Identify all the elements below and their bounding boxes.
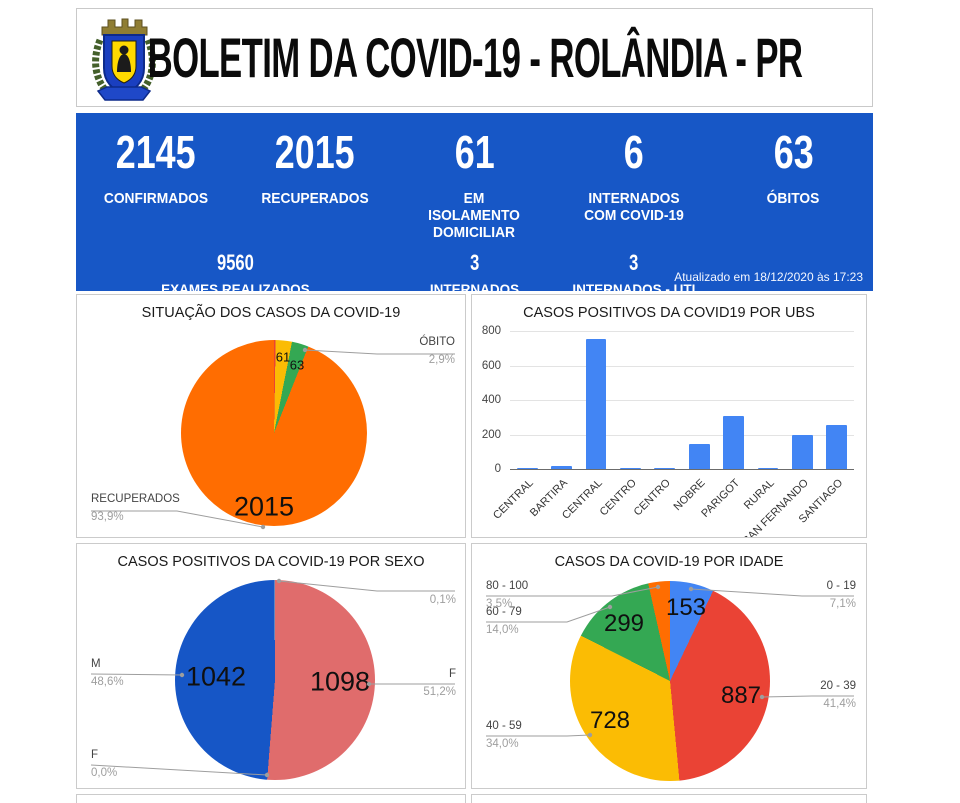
callout-20-39: 20 - 39 41,4% [820, 680, 856, 710]
stat-label: EM ISOLAMENTO DOMICILIAR [428, 190, 521, 241]
bar-rural [757, 467, 779, 469]
gridline [510, 400, 854, 401]
y-tick-label: 800 [481, 325, 501, 337]
callout-40-59: 40 - 59 34,0% [486, 720, 522, 750]
stat-obitos: 63 ÓBITOS [714, 128, 873, 241]
stat-internados-covid: 6 INTERNADOS COM COVID-19 [554, 128, 713, 241]
updated-timestamp: Atualizado em 18/12/2020 às 17:23 [674, 270, 863, 284]
pie-value-obito: 63 [289, 357, 305, 373]
y-tick-label: 200 [481, 428, 501, 441]
x-axis-baseline [510, 469, 854, 470]
callout-recuperados: RECUPERADOS 93,9% [91, 493, 180, 523]
chart-panel-idade: CASOS DA COVID-19 POR IDADE 153 887 728 … [471, 543, 867, 789]
callout-0-19: 0 - 19 7,1% [826, 580, 856, 610]
callout-obito: ÓBITO 2,9% [419, 336, 455, 366]
stat-value: 6 [623, 126, 644, 178]
pie-value-20-39: 887 [720, 682, 762, 709]
stat-value: 3 [629, 250, 639, 275]
bar-chart-ubs: 0 200 400 600 800 CENTRAL BARTIRA CENTRAL CENTRO… [482, 325, 854, 537]
pie-value-f: 1098 [309, 666, 371, 697]
gridline [510, 365, 854, 367]
callout-f: F 51,2% [423, 668, 456, 698]
city-crest-logo [92, 18, 156, 101]
gridline [510, 331, 854, 332]
chart-title: SITUAÇÃO DOS CASOS DA COVID-19 [141, 305, 401, 321]
y-tick-label: 0 [494, 463, 501, 475]
stat-value: 2145 [115, 126, 196, 178]
stat-value: 3 [469, 250, 480, 275]
bar-central [516, 467, 538, 469]
gridline [510, 434, 854, 436]
chart-title: CASOS POSITIVOS DA COVID19 POR UBS [523, 305, 815, 321]
pie-value-0-19: 153 [665, 594, 707, 621]
stat-label: ÓBITOS [766, 190, 820, 207]
stat-uti: 3 INTERNADOS - UTI [554, 251, 713, 312]
chart-title: CASOS POSITIVOS DA COVID-19 POR SEXO [117, 554, 425, 570]
stat-label: INTERNADOS COM COVID-19 [584, 190, 684, 224]
bar-centro [620, 467, 641, 469]
chart-panel-next-left [76, 794, 466, 803]
pie-value-m: 1042 [185, 661, 247, 692]
y-tick-label: 600 [481, 359, 501, 372]
bar-nobre [688, 444, 710, 469]
chart-panel-next-right [471, 794, 867, 803]
callout-f-zero: F 0,0% [91, 749, 118, 779]
stat-value: 63 [773, 126, 814, 178]
chart-panel-situacao: SITUAÇÃO DOS CASOS DA COVID-19 61 63 201… [76, 294, 466, 538]
x-tick-label: CENTRAL [490, 477, 536, 522]
stats-row-1: 2145 CONFIRMADOS 2015 RECUPERADOS 61 EM … [76, 113, 873, 241]
chart-panel-sexo: CASOS POSITIVOS DA COVID-19 POR SEXO 104… [76, 543, 466, 789]
bar-san-fernando [792, 434, 813, 469]
stat-value: 61 [454, 126, 495, 178]
stat-label: CONFIRMADOS [103, 190, 208, 207]
charts-grid: SITUAÇÃO DOS CASOS DA COVID-19 61 63 201… [76, 294, 873, 803]
stat-label: EXAMES REALIZADOS [161, 282, 310, 297]
pie-value-40-59: 728 [589, 707, 631, 734]
callout-m: M 48,6% [91, 658, 124, 688]
stat-isolamento: 61 EM ISOLAMENTO DOMICILIAR [395, 128, 554, 241]
bar-central [585, 338, 607, 469]
x-tick-label: CENTRO [631, 477, 674, 519]
chart-title: CASOS DA COVID-19 POR IDADE [554, 554, 784, 570]
page-title: BOLETIM DA COVID-19 - ROLÂNDIA - PR [147, 26, 802, 89]
stat-value: 2015 [275, 126, 356, 178]
stats-bar: 2145 CONFIRMADOS 2015 RECUPERADOS 61 EM … [76, 113, 873, 312]
bar-centro [654, 467, 676, 469]
pie-value-isolamento: 61 [275, 349, 291, 365]
stat-exames: 9560 EXAMES REALIZADOS [76, 251, 395, 312]
chart-panel-ubs: CASOS POSITIVOS DA COVID19 POR UBS 0 200 4… [471, 294, 867, 538]
bar-parigot [723, 416, 744, 469]
stat-label: INTERNADOS - UTI [572, 282, 696, 297]
stat-recuperados: 2015 RECUPERADOS [235, 128, 394, 241]
callout-80-100: 80 - 100 3,5% [486, 580, 529, 610]
x-tick-label: CENTRO [597, 477, 639, 519]
stat-label: RECUPERADOS [261, 190, 369, 207]
header: BOLETIM DA COVID-19 - ROLÂNDIA - PR [76, 8, 873, 107]
bar-bartira [551, 466, 572, 469]
y-tick-label: 400 [481, 394, 501, 406]
stat-value: 9560 [217, 250, 254, 275]
stat-confirmados: 2145 CONFIRMADOS [76, 128, 235, 241]
callout-sliver: 0,1% [429, 594, 456, 606]
pie-value-recuperados: 2015 [233, 491, 295, 522]
bulletin-page: BOLETIM DA COVID-19 - ROLÂNDIA - PR 2145… [76, 8, 873, 803]
pie-situacao [181, 340, 367, 526]
bar-santiago [826, 424, 848, 469]
pie-sexo [175, 580, 375, 780]
pie-value-60-79: 299 [603, 610, 645, 637]
